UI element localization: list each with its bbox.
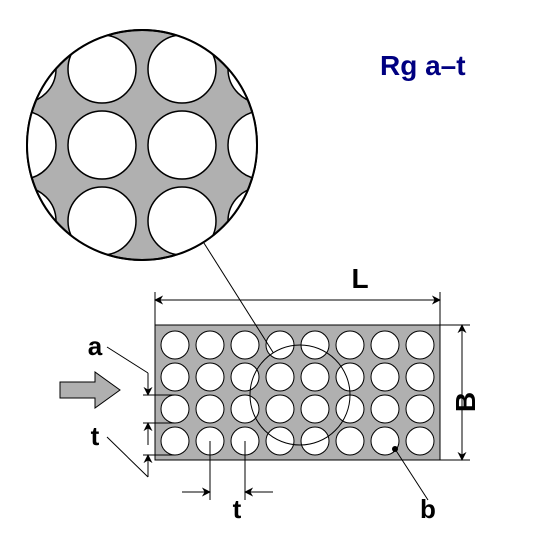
- dim-B-label: B: [450, 392, 481, 412]
- title-label: Rg a–t: [380, 50, 466, 81]
- dim-a-label: a: [88, 331, 103, 361]
- perforation-diagram: Rg a–t L B b t a: [0, 0, 550, 550]
- magnifier: [0, 30, 296, 260]
- ref-b-label: b: [420, 494, 436, 524]
- direction-arrow-icon: [60, 372, 120, 408]
- dim-t-horiz-label: t: [233, 494, 242, 524]
- dim-B: B: [440, 325, 481, 460]
- dim-L-label: L: [351, 263, 368, 294]
- dim-t-vert-label: t: [91, 421, 100, 451]
- dim-L: L: [155, 263, 440, 325]
